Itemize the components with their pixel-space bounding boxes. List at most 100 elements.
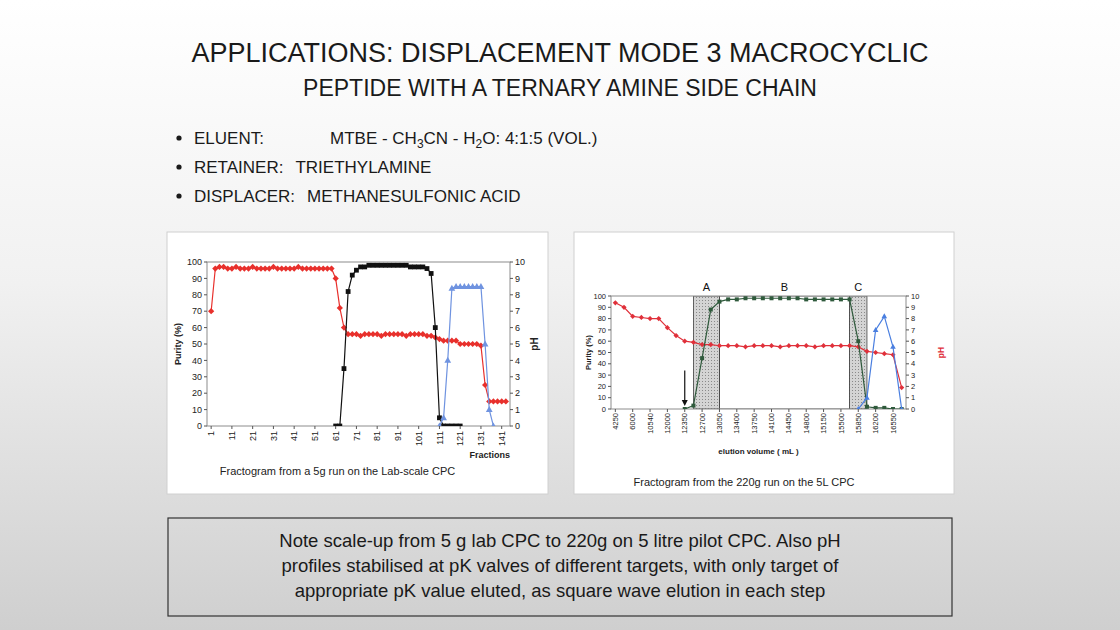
- series-marker: [900, 407, 904, 409]
- series-marker: [445, 424, 450, 426]
- series-marker: [400, 263, 405, 268]
- series-marker: [856, 339, 860, 343]
- y-tick-label: 70: [192, 306, 202, 316]
- series-marker: [639, 315, 644, 320]
- x-tick-label: 121: [455, 431, 465, 446]
- y-tick-label: 100: [187, 257, 202, 267]
- series-marker: [379, 263, 384, 268]
- y2-tick-label: 7: [911, 326, 915, 335]
- x-tick: [377, 426, 378, 429]
- note-box: [168, 518, 952, 616]
- y2-tick-label: 1: [515, 405, 520, 415]
- x-tick-label: 31: [269, 431, 279, 441]
- y-tick-label: 80: [598, 314, 606, 323]
- y2-tick-label: 7: [515, 306, 520, 316]
- x-tick-label: 12000: [663, 413, 672, 434]
- series-marker: [478, 283, 485, 289]
- x-tick: [892, 409, 893, 412]
- series-marker: [813, 297, 817, 301]
- x-tick-label: 131: [476, 431, 486, 446]
- series-marker: [882, 313, 888, 318]
- y-tick-label: 80: [192, 290, 202, 300]
- series-marker: [441, 424, 446, 426]
- series-marker: [874, 406, 878, 409]
- bullet-value: METHANESULFONIC ACID: [307, 187, 520, 206]
- series-marker: [830, 343, 835, 348]
- bullet-dot: [176, 193, 181, 198]
- bullet-dot: [176, 135, 181, 140]
- x-tick: [480, 426, 481, 429]
- series-marker: [375, 263, 380, 268]
- series-line: [336, 265, 461, 426]
- y-tick: [204, 294, 207, 295]
- y-tick-label: 20: [192, 388, 202, 398]
- y2-tick-label: 2: [515, 388, 520, 398]
- series-marker: [873, 350, 878, 355]
- y-tick-label: 30: [192, 372, 202, 382]
- series-marker: [682, 339, 687, 344]
- y-tick-label: 100: [593, 292, 606, 301]
- series-marker: [366, 263, 371, 268]
- series-marker: [503, 398, 509, 404]
- y2-tick-label: 8: [911, 314, 915, 323]
- series-marker: [333, 424, 338, 426]
- x-tick-label: 1: [206, 431, 216, 436]
- bullet-text: METHANESULFONIC ACID: [307, 187, 520, 206]
- series-marker: [408, 265, 413, 270]
- y-tick-label: 60: [598, 337, 606, 346]
- chart: ABC0102030405060708090100012345678910425…: [574, 232, 954, 494]
- series-marker: [691, 340, 696, 345]
- series-marker: [425, 266, 430, 271]
- y-tick-label: 50: [598, 348, 606, 357]
- y2-tick: [906, 352, 909, 353]
- y2-tick-label: 6: [911, 337, 915, 346]
- y2-tick: [510, 262, 513, 263]
- series-marker: [709, 308, 713, 312]
- y-tick: [608, 318, 611, 319]
- arrow: [682, 371, 688, 406]
- bullet-text: O: 4:1:5 (VOL.): [482, 129, 597, 148]
- x-tick-label: 11: [227, 431, 237, 440]
- arrow-head: [682, 400, 688, 406]
- y2-tick: [510, 426, 513, 427]
- x-tick: [667, 409, 668, 412]
- series-marker: [396, 263, 401, 268]
- series-marker: [743, 344, 748, 349]
- series-line: [858, 316, 901, 409]
- series-marker: [420, 265, 425, 270]
- y2-tick: [906, 409, 909, 410]
- series-marker: [656, 316, 661, 321]
- series-marker: [208, 308, 214, 314]
- arrow-shaft: [684, 371, 685, 402]
- x-tick: [771, 409, 772, 412]
- series-marker: [346, 289, 351, 294]
- y2-tick-label: 4: [515, 356, 520, 366]
- series-marker: [436, 422, 443, 426]
- series-marker: [796, 296, 800, 300]
- series-marker: [444, 357, 451, 363]
- bullet-label: RETAINER:: [194, 158, 283, 177]
- region: [719, 296, 849, 409]
- series-marker: [630, 314, 635, 319]
- x-tick-label: 13400: [732, 413, 741, 434]
- series-marker: [440, 414, 447, 420]
- series-marker: [383, 263, 388, 268]
- y-tick-label: 10: [192, 405, 202, 415]
- y-tick-label: 70: [598, 326, 606, 335]
- chart-frame: [574, 232, 954, 494]
- y-tick: [204, 311, 207, 312]
- x-tick: [439, 426, 440, 429]
- bullet-text: MTBE - CH: [330, 129, 417, 148]
- y2-tick: [906, 318, 909, 319]
- series-marker: [429, 271, 434, 276]
- x-tick: [356, 426, 357, 429]
- series-marker: [769, 343, 774, 348]
- x-tick: [806, 409, 807, 412]
- x-tick: [684, 409, 685, 412]
- note-text: Note scale-up from 5 g lab CPC to 220g o…: [279, 530, 840, 551]
- x-tick-label: 41: [289, 431, 299, 441]
- series-marker: [830, 297, 834, 301]
- y2-tick: [906, 307, 909, 308]
- y2-tick: [510, 311, 513, 312]
- note-text: appropriate pK value eluted, as square w…: [295, 580, 826, 601]
